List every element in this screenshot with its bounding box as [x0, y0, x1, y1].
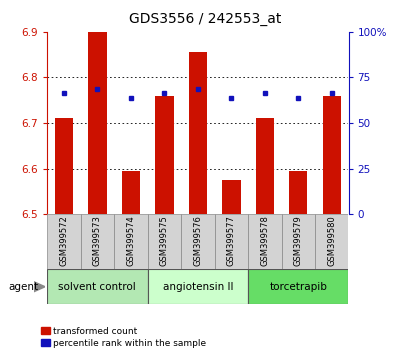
- Bar: [214, 214, 247, 269]
- Text: torcetrapib: torcetrapib: [269, 282, 326, 292]
- Polygon shape: [34, 282, 45, 292]
- Bar: [247, 214, 281, 269]
- Text: GSM399572: GSM399572: [59, 215, 68, 266]
- Legend: transformed count, percentile rank within the sample: transformed count, percentile rank withi…: [41, 327, 206, 348]
- Bar: [314, 214, 348, 269]
- Text: GSM399573: GSM399573: [93, 215, 101, 266]
- Bar: [54, 119, 73, 214]
- Bar: [114, 214, 147, 269]
- Bar: [181, 214, 214, 269]
- Bar: [247, 269, 348, 304]
- Bar: [281, 214, 314, 269]
- Bar: [47, 269, 147, 304]
- Text: GSM399580: GSM399580: [326, 215, 335, 266]
- Text: GSM399575: GSM399575: [160, 215, 169, 266]
- Text: GSM399576: GSM399576: [193, 215, 202, 266]
- Bar: [222, 180, 240, 214]
- Bar: [47, 214, 81, 269]
- Bar: [147, 214, 181, 269]
- Bar: [188, 52, 207, 214]
- Text: GSM399578: GSM399578: [260, 215, 269, 266]
- Bar: [155, 96, 173, 214]
- Bar: [81, 214, 114, 269]
- Text: GSM399574: GSM399574: [126, 215, 135, 266]
- Text: GSM399579: GSM399579: [293, 215, 302, 266]
- Bar: [288, 171, 307, 214]
- Text: angiotensin II: angiotensin II: [162, 282, 232, 292]
- Bar: [255, 119, 273, 214]
- Text: solvent control: solvent control: [58, 282, 136, 292]
- Bar: [88, 32, 106, 214]
- Bar: [322, 96, 340, 214]
- Text: GDS3556 / 242553_at: GDS3556 / 242553_at: [128, 12, 281, 27]
- Bar: [147, 269, 247, 304]
- Text: GSM399577: GSM399577: [226, 215, 235, 266]
- Text: agent: agent: [8, 282, 38, 292]
- Bar: [121, 171, 140, 214]
